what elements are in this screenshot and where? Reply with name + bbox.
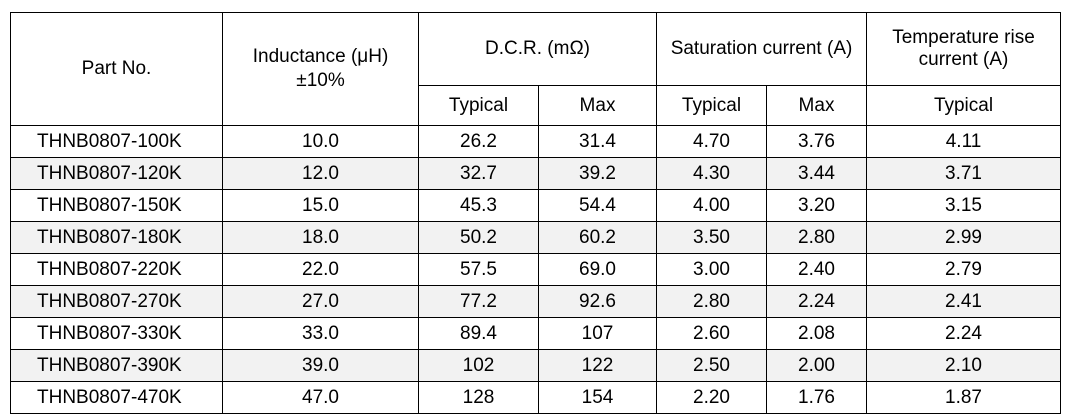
cell-dcr-max: 39.2 bbox=[538, 157, 657, 190]
cell-dcr-max: 69.0 bbox=[538, 253, 657, 286]
header-saturation-current: Saturation current (A) bbox=[655, 12, 868, 86]
header-saturation-max: Max bbox=[765, 85, 868, 126]
cell-saturation-max: 3.20 bbox=[765, 189, 868, 222]
header-saturation-typical: Typical bbox=[656, 85, 767, 126]
table-row: THNB0807-180K 18.0 50.2 60.2 3.50 2.80 2.99 bbox=[10, 221, 1062, 254]
cell-inductance: 47.0 bbox=[222, 381, 419, 414]
cell-inductance: 10.0 bbox=[222, 125, 419, 158]
cell-inductance: 12.0 bbox=[222, 157, 419, 190]
cell-part-no: THNB0807-390K bbox=[10, 349, 223, 382]
header-dcr-typical: Typical bbox=[418, 85, 539, 126]
header-inductance: Inductance (μH) ±10% bbox=[222, 12, 419, 126]
cell-saturation-typical: 3.00 bbox=[656, 253, 767, 286]
cell-saturation-max: 3.76 bbox=[765, 125, 868, 158]
cell-saturation-typical: 3.50 bbox=[656, 221, 767, 254]
cell-saturation-max: 3.44 bbox=[765, 157, 868, 190]
cell-part-no: THNB0807-180K bbox=[10, 221, 223, 254]
cell-saturation-max: 2.08 bbox=[765, 317, 868, 350]
cell-part-no: THNB0807-470K bbox=[10, 381, 223, 414]
cell-temperature-typical: 2.10 bbox=[866, 349, 1062, 382]
table-row: THNB0807-120K 12.0 32.7 39.2 4.30 3.44 3.71 bbox=[10, 157, 1062, 190]
cell-saturation-max: 1.76 bbox=[765, 381, 868, 414]
cell-part-no: THNB0807-220K bbox=[10, 253, 223, 286]
cell-dcr-max: 92.6 bbox=[538, 285, 657, 318]
header-dcr: D.C.R. (mΩ) bbox=[418, 12, 657, 86]
cell-saturation-max: 2.40 bbox=[765, 253, 868, 286]
cell-dcr-max: 154 bbox=[538, 381, 657, 414]
cell-saturation-max: 2.00 bbox=[765, 349, 868, 382]
header-row-sub: Typical Max Typical Max Typical bbox=[11, 85, 1062, 126]
cell-temperature-typical: 3.71 bbox=[866, 157, 1062, 190]
cell-dcr-typical: 50.2 bbox=[418, 221, 539, 254]
cell-saturation-max: 2.80 bbox=[765, 221, 868, 254]
cell-inductance: 18.0 bbox=[222, 221, 419, 254]
cell-part-no: THNB0807-330K bbox=[10, 317, 223, 350]
cell-dcr-typical: 102 bbox=[418, 349, 539, 382]
header-inductance-label: Inductance (μH) bbox=[252, 46, 389, 67]
header-temperature-rise-current: Temperature rise current (A) bbox=[866, 12, 1062, 86]
cell-saturation-typical: 2.20 bbox=[656, 381, 767, 414]
cell-temperature-typical: 3.15 bbox=[866, 189, 1062, 222]
cell-saturation-typical: 4.70 bbox=[656, 125, 767, 158]
table-row: THNB0807-220K 22.0 57.5 69.0 3.00 2.40 2.79 bbox=[10, 253, 1062, 286]
cell-saturation-typical: 2.60 bbox=[656, 317, 767, 350]
cell-saturation-max: 2.24 bbox=[765, 285, 868, 318]
cell-dcr-max: 107 bbox=[538, 317, 657, 350]
cell-saturation-typical: 4.00 bbox=[656, 189, 767, 222]
cell-dcr-typical: 77.2 bbox=[418, 285, 539, 318]
table-row: THNB0807-470K 47.0 128 154 2.20 1.76 1.87 bbox=[10, 381, 1062, 414]
cell-temperature-typical: 1.87 bbox=[866, 381, 1062, 414]
cell-dcr-typical: 45.3 bbox=[418, 189, 539, 222]
table-body: THNB0807-100K 10.0 26.2 31.4 4.70 3.76 4.11 THN… bbox=[10, 125, 1062, 414]
table-row: THNB0807-270K 27.0 77.2 92.6 2.80 2.24 2.41 bbox=[10, 285, 1062, 318]
cell-saturation-typical: 2.80 bbox=[656, 285, 767, 318]
cell-saturation-typical: 4.30 bbox=[656, 157, 767, 190]
cell-part-no: THNB0807-270K bbox=[10, 285, 223, 318]
header-row-main: Part No. Inductance (μH) ±10% D.C.R. (mΩ… bbox=[10, 12, 1062, 126]
cell-dcr-max: 60.2 bbox=[538, 221, 657, 254]
cell-part-no: THNB0807-150K bbox=[10, 189, 223, 222]
cell-temperature-typical: 2.41 bbox=[866, 285, 1062, 318]
cell-saturation-typical: 2.50 bbox=[656, 349, 767, 382]
inductor-spec-table: Part No. Inductance (μH) ±10% D.C.R. (mΩ… bbox=[10, 12, 1062, 414]
header-part-no: Part No. bbox=[10, 12, 223, 126]
cell-dcr-typical: 57.5 bbox=[418, 253, 539, 286]
cell-inductance: 15.0 bbox=[222, 189, 419, 222]
cell-temperature-typical: 2.24 bbox=[866, 317, 1062, 350]
cell-inductance: 27.0 bbox=[222, 285, 419, 318]
table-row: THNB0807-100K 10.0 26.2 31.4 4.70 3.76 4.11 bbox=[10, 125, 1062, 158]
cell-inductance: 39.0 bbox=[222, 349, 419, 382]
cell-dcr-typical: 26.2 bbox=[418, 125, 539, 158]
cell-dcr-typical: 128 bbox=[418, 381, 539, 414]
cell-dcr-typical: 32.7 bbox=[418, 157, 539, 190]
cell-dcr-max: 54.4 bbox=[538, 189, 657, 222]
table-row: THNB0807-150K 15.0 45.3 54.4 4.00 3.20 3.15 bbox=[10, 189, 1062, 222]
cell-inductance: 22.0 bbox=[222, 253, 419, 286]
table-row: THNB0807-330K 33.0 89.4 107 2.60 2.08 2.24 bbox=[10, 317, 1062, 350]
cell-inductance: 33.0 bbox=[222, 317, 419, 350]
cell-dcr-typical: 89.4 bbox=[418, 317, 539, 350]
cell-part-no: THNB0807-100K bbox=[10, 125, 223, 158]
table-row: THNB0807-390K 39.0 102 122 2.50 2.00 2.10 bbox=[10, 349, 1062, 382]
cell-dcr-max: 31.4 bbox=[538, 125, 657, 158]
cell-temperature-typical: 2.79 bbox=[866, 253, 1062, 286]
cell-temperature-typical: 2.99 bbox=[866, 221, 1062, 254]
cell-temperature-typical: 4.11 bbox=[866, 125, 1062, 158]
header-temperature-typical: Typical bbox=[866, 85, 1062, 126]
cell-part-no: THNB0807-120K bbox=[10, 157, 223, 190]
header-dcr-max: Max bbox=[538, 85, 657, 126]
cell-dcr-max: 122 bbox=[538, 349, 657, 382]
header-inductance-tolerance: ±10% bbox=[296, 70, 345, 91]
